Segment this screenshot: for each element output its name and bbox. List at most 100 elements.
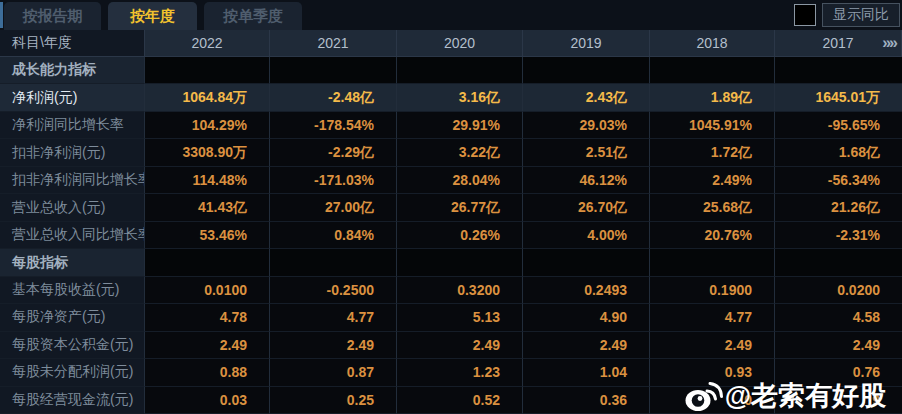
cell-value: 4.77 (650, 304, 775, 331)
cell-value: 0.1900 (650, 277, 775, 304)
cell-value: 0.2493 (523, 277, 650, 304)
table-row: 扣非净利润同比增长率114.48%-171.03%28.04%46.12%2.4… (0, 167, 902, 194)
cell-value: 2.49% (650, 167, 775, 194)
period-tabbar: 按报告期 按年度 按单季度 显示同比 (0, 0, 902, 30)
tabbar-accent (0, 2, 3, 28)
row-label: 基本每股收益(元) (0, 277, 145, 304)
cell-value: 1064.84万 (145, 84, 270, 111)
cell-value: 0.84% (270, 222, 397, 249)
table-row: 营业总收入(元)41.43亿27.00亿26.77亿26.70亿25.68亿21… (0, 194, 902, 221)
cell-value: 28.04% (397, 167, 523, 194)
cell-value: -2.48亿 (270, 84, 397, 111)
cell-value: 2.49 (650, 332, 775, 359)
cell-value: 2.49 (397, 332, 523, 359)
cell-value: 2.49 (775, 332, 902, 359)
table-row: 扣非净利润(元)3308.90万-2.29亿3.22亿2.51亿1.72亿1.6… (0, 139, 902, 166)
year-header-2018: 2018 (650, 30, 775, 57)
cell-value (145, 57, 270, 84)
row-label: 每股净资产(元) (0, 304, 145, 331)
cell-value: 0.25 (270, 387, 397, 414)
cell-value: 114.48% (145, 167, 270, 194)
cell-value: 25.68亿 (650, 194, 775, 221)
table-row: 净利润(元)1064.84万-2.48亿3.16亿2.43亿1.89亿1645.… (0, 84, 902, 111)
tab-by-year[interactable]: 按年度 (108, 2, 197, 30)
cell-value: 26.77亿 (397, 194, 523, 221)
financial-table: 科目\年度 202220212020201920182017»» 成长能力指标净… (0, 30, 902, 414)
row-label: 净利润(元) (0, 84, 145, 111)
show-yoy-control: 显示同比 (794, 3, 900, 27)
cell-value: 26.70亿 (523, 194, 650, 221)
table-row: 每股经营现金流(元)0.030.250.520.3609 (0, 387, 902, 414)
cell-value: 3.16亿 (397, 84, 523, 111)
corner-header: 科目\年度 (0, 30, 145, 57)
cell-value: 4.77 (270, 304, 397, 331)
row-label: 扣非净利润(元) (0, 139, 145, 166)
cell-value (270, 249, 397, 276)
cell-value (650, 249, 775, 276)
cell-value: 0.87 (270, 359, 397, 386)
table-row: 每股资本公积金(元)2.492.492.492.492.492.49 (0, 332, 902, 359)
cell-value: 1045.91% (650, 112, 775, 139)
tab-by-quarter[interactable]: 按单季度 (204, 2, 302, 30)
cell-value: 2.43亿 (523, 84, 650, 111)
table-header-row: 科目\年度 202220212020201920182017»» (0, 30, 902, 57)
cell-value: 2.51亿 (523, 139, 650, 166)
table-row: 营业总收入同比增长率53.46%0.84%0.26%4.00%20.76%-2.… (0, 222, 902, 249)
cell-value: 1645.01万 (775, 84, 902, 111)
cell-value: 0.93 (650, 359, 775, 386)
row-label: 每股经营现金流(元) (0, 387, 145, 414)
cell-value: 53.46% (145, 222, 270, 249)
cell-value: 46.12% (523, 167, 650, 194)
cell-value: 0.36 (523, 387, 650, 414)
cell-value: 0.0200 (775, 277, 902, 304)
cell-value (523, 57, 650, 84)
cell-value (650, 57, 775, 84)
table-body: 成长能力指标净利润(元)1064.84万-2.48亿3.16亿2.43亿1.89… (0, 57, 902, 414)
cell-value: 2.49 (523, 332, 650, 359)
row-label: 每股资本公积金(元) (0, 332, 145, 359)
cell-value: 3308.90万 (145, 139, 270, 166)
cell-value: 0.88 (145, 359, 270, 386)
year-header-2022: 2022 (145, 30, 270, 57)
year-header-2020: 2020 (397, 30, 523, 57)
cell-value: -56.34% (775, 167, 902, 194)
cell-value: -178.54% (270, 112, 397, 139)
table-row: 净利润同比增长率104.29%-178.54%29.91%29.03%1045.… (0, 112, 902, 139)
cell-value: 0.0100 (145, 277, 270, 304)
cell-value: 4.00% (523, 222, 650, 249)
row-label: 每股未分配利润(元) (0, 359, 145, 386)
year-header-2021: 2021 (270, 30, 397, 57)
row-label: 净利润同比增长率 (0, 112, 145, 139)
year-header-2019: 2019 (523, 30, 650, 57)
cell-value (775, 57, 902, 84)
cell-value: 41.43亿 (145, 194, 270, 221)
cell-value: 3.22亿 (397, 139, 523, 166)
cell-value (145, 249, 270, 276)
cell-value: 29.03% (523, 112, 650, 139)
cell-value: 0.26% (397, 222, 523, 249)
cell-value: 4.78 (145, 304, 270, 331)
table-row: 基本每股收益(元)0.0100-0.25000.32000.24930.1900… (0, 277, 902, 304)
cell-value: 0 (650, 387, 775, 414)
tab-by-report-period[interactable]: 按报告期 (4, 2, 101, 30)
table-row: 每股指标 (0, 249, 902, 276)
show-yoy-label[interactable]: 显示同比 (822, 3, 900, 27)
cell-value: 1.23 (397, 359, 523, 386)
table-row: 每股净资产(元)4.784.775.134.904.774.58 (0, 304, 902, 331)
cell-value: 104.29% (145, 112, 270, 139)
cell-value: 0.76 (775, 359, 902, 386)
year-header-2017: 2017»» (775, 30, 902, 57)
cell-value: 0.03 (145, 387, 270, 414)
table-row: 成长能力指标 (0, 57, 902, 84)
cell-value: 20.76% (650, 222, 775, 249)
cell-value: 2.49 (145, 332, 270, 359)
cell-value: 2.49 (270, 332, 397, 359)
show-yoy-checkbox[interactable] (794, 4, 816, 26)
cell-value: 4.90 (523, 304, 650, 331)
cell-value: 1.89亿 (650, 84, 775, 111)
cell-value: 27.00亿 (270, 194, 397, 221)
cell-value (270, 57, 397, 84)
cell-value: 1.72亿 (650, 139, 775, 166)
cell-value (775, 249, 902, 276)
more-years-icon[interactable]: »» (882, 34, 896, 52)
